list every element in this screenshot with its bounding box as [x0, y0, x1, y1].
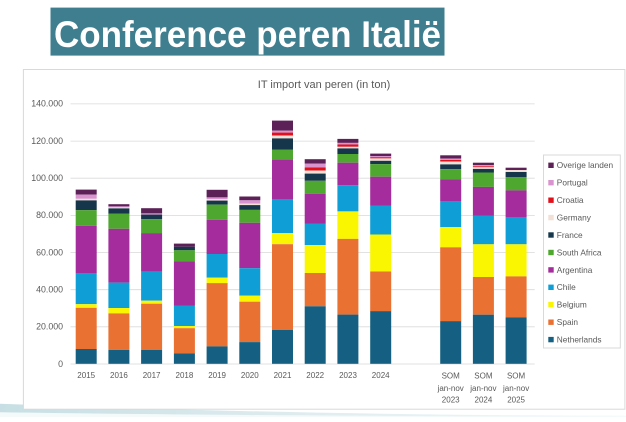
- svg-text:40.000: 40.000: [36, 285, 63, 295]
- svg-text:120.000: 120.000: [31, 136, 63, 146]
- svg-text:2019: 2019: [208, 371, 226, 380]
- svg-text:2024: 2024: [475, 396, 493, 405]
- svg-text:2024: 2024: [372, 371, 390, 380]
- svg-text:140.000: 140.000: [31, 99, 63, 109]
- svg-text:IT import van peren (in ton): IT import van peren (in ton): [258, 79, 390, 91]
- svg-text:Netherlands: Netherlands: [557, 335, 602, 345]
- svg-text:2018: 2018: [176, 371, 194, 380]
- svg-text:2023: 2023: [339, 371, 357, 380]
- svg-text:Croatia: Croatia: [557, 195, 584, 205]
- svg-text:Overige landen: Overige landen: [557, 160, 614, 170]
- svg-text:France: France: [557, 230, 583, 240]
- svg-text:0: 0: [58, 359, 63, 369]
- svg-text:jan-nov: jan-nov: [469, 384, 496, 393]
- svg-text:2020: 2020: [241, 371, 259, 380]
- svg-text:SOM: SOM: [507, 372, 526, 381]
- svg-text:20.000: 20.000: [36, 322, 63, 332]
- svg-text:2021: 2021: [274, 371, 292, 380]
- svg-text:Portugal: Portugal: [557, 178, 588, 188]
- svg-text:2015: 2015: [77, 371, 95, 380]
- svg-text:SOM: SOM: [442, 372, 461, 381]
- svg-text:100.000: 100.000: [31, 173, 63, 183]
- svg-text:2016: 2016: [110, 371, 128, 380]
- svg-text:South Africa: South Africa: [557, 247, 602, 257]
- svg-text:SOM: SOM: [474, 372, 493, 381]
- svg-text:jan-nov: jan-nov: [502, 384, 529, 393]
- svg-text:2022: 2022: [306, 371, 324, 380]
- svg-text:Belgium: Belgium: [557, 300, 587, 310]
- svg-text:jan-nov: jan-nov: [437, 384, 464, 393]
- svg-text:Germany: Germany: [557, 213, 592, 223]
- svg-text:Conference peren Italië: Conference peren Italië: [54, 14, 441, 55]
- svg-text:2017: 2017: [143, 371, 161, 380]
- svg-text:Spain: Spain: [557, 317, 579, 327]
- svg-text:2023: 2023: [442, 396, 460, 405]
- svg-text:Chile: Chile: [557, 282, 576, 292]
- svg-text:60.000: 60.000: [36, 247, 63, 257]
- svg-text:Argentina: Argentina: [557, 265, 593, 275]
- svg-text:2025: 2025: [507, 396, 525, 405]
- svg-text:80.000: 80.000: [36, 210, 63, 220]
